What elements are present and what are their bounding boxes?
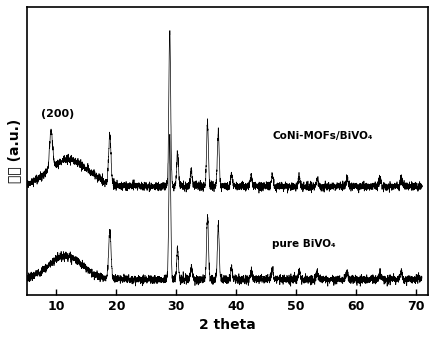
Text: CoNi-MOFs/BiVO₄: CoNi-MOFs/BiVO₄ — [272, 131, 372, 141]
Text: (200): (200) — [41, 108, 75, 119]
Text: pure BiVO₄: pure BiVO₄ — [272, 239, 335, 249]
X-axis label: 2 theta: 2 theta — [198, 318, 255, 332]
Y-axis label: 强度 (a.u.): 强度 (a.u.) — [7, 119, 21, 183]
